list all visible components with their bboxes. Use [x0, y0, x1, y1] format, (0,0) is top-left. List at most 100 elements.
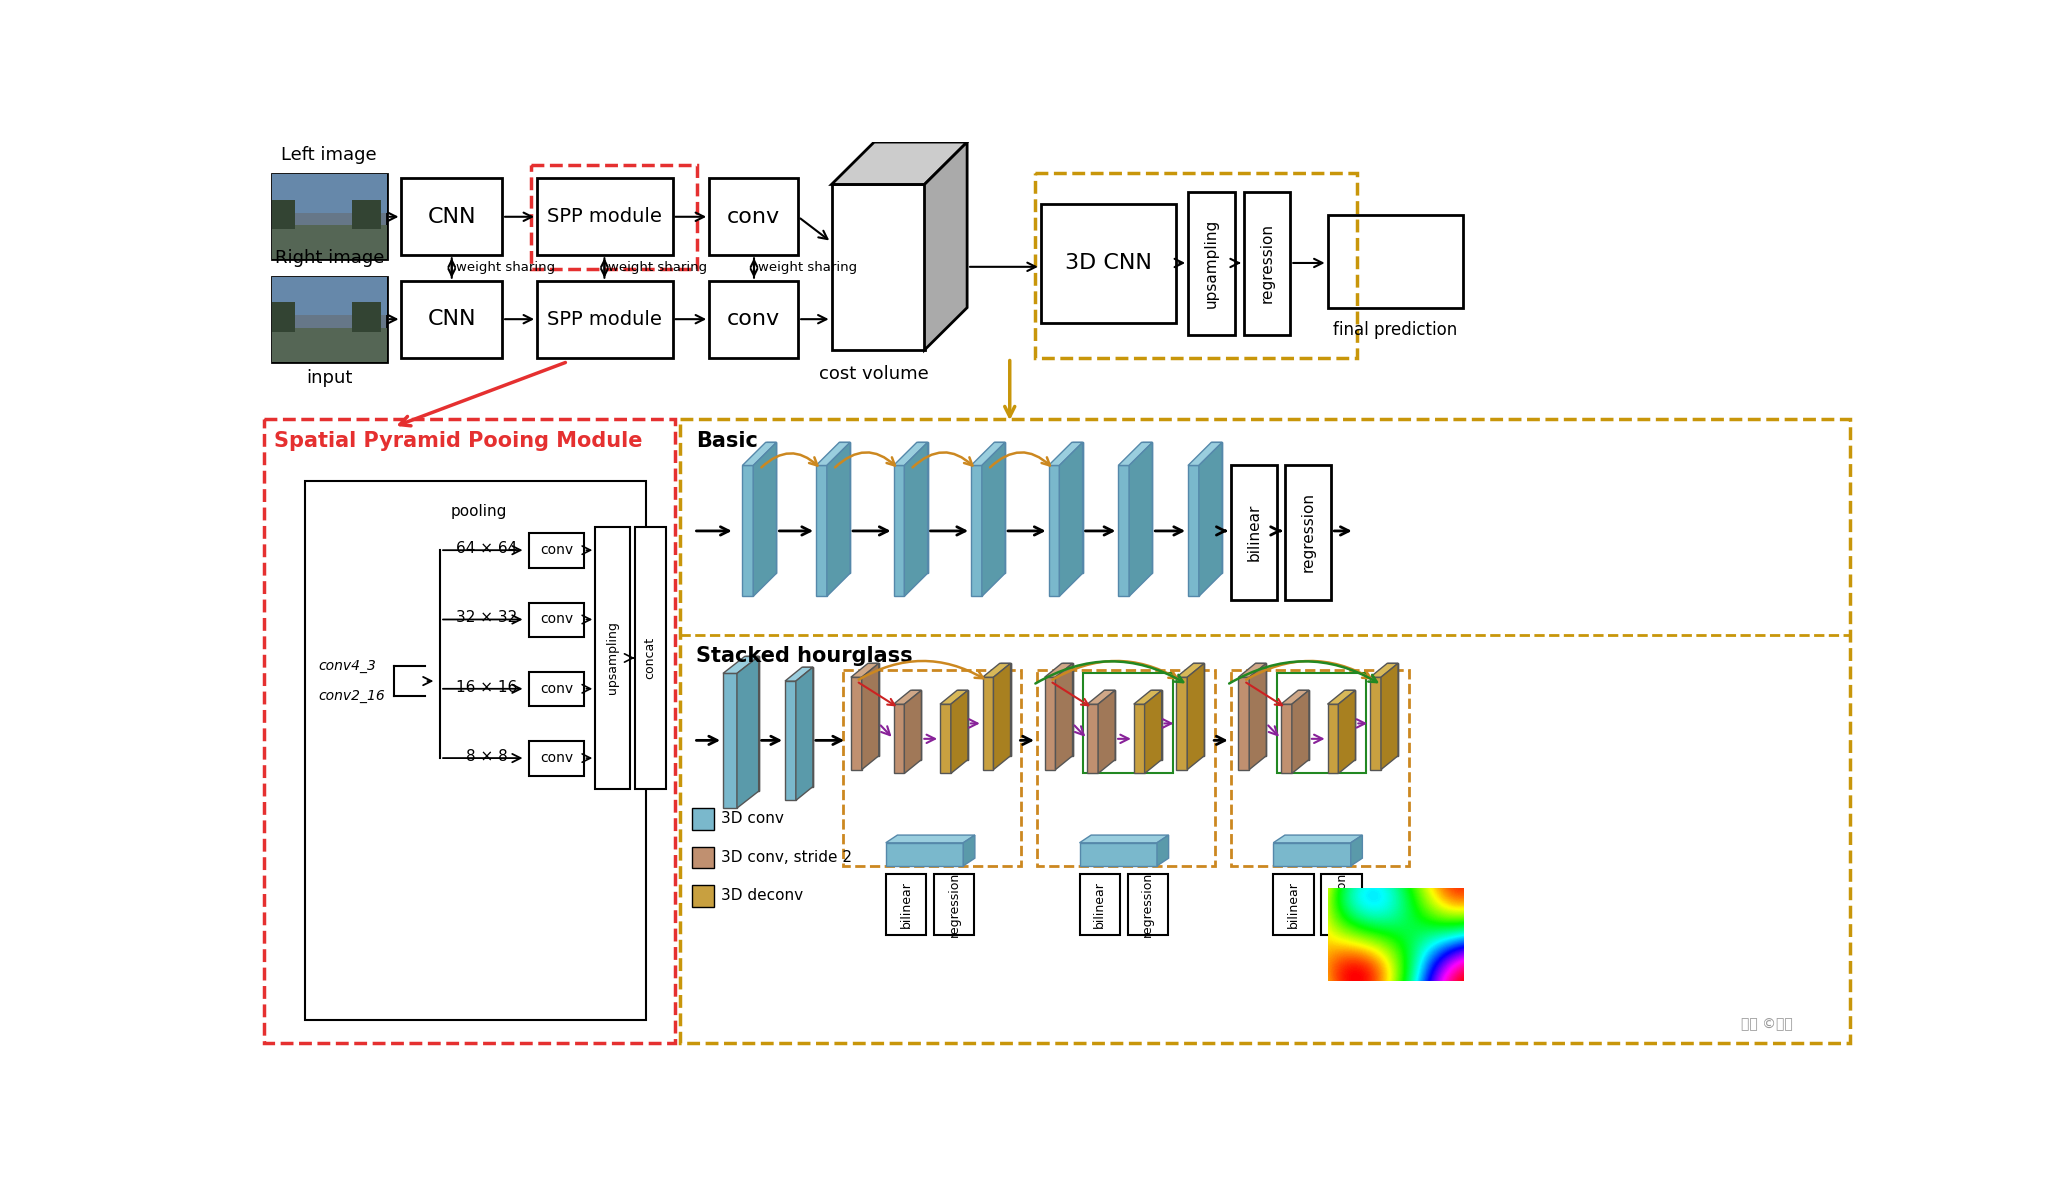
- Polygon shape: [1176, 677, 1187, 770]
- Bar: [272, 174, 386, 213]
- Text: 32 × 32: 32 × 32: [456, 611, 518, 625]
- Polygon shape: [1098, 690, 1115, 773]
- Polygon shape: [885, 843, 964, 866]
- Text: conv: conv: [727, 309, 780, 329]
- Bar: [400, 281, 502, 358]
- Polygon shape: [982, 443, 1005, 597]
- Polygon shape: [1141, 443, 1152, 573]
- Bar: [530, 166, 698, 269]
- Polygon shape: [885, 835, 974, 843]
- Text: 8 × 8: 8 × 8: [466, 749, 508, 764]
- Polygon shape: [1133, 704, 1146, 773]
- Bar: [528, 741, 584, 776]
- Polygon shape: [815, 465, 828, 597]
- Polygon shape: [1292, 690, 1309, 773]
- Polygon shape: [1158, 835, 1168, 866]
- Bar: [634, 527, 667, 789]
- Bar: [272, 328, 386, 361]
- Bar: [528, 671, 584, 707]
- Polygon shape: [958, 690, 968, 760]
- Bar: [528, 603, 584, 637]
- Bar: [272, 277, 386, 361]
- Bar: [1327, 215, 1463, 308]
- Polygon shape: [939, 704, 952, 773]
- Bar: [594, 527, 630, 789]
- Bar: [264, 419, 675, 1043]
- Text: Spatial Pyramid Pooing Module: Spatial Pyramid Pooing Module: [275, 431, 642, 451]
- Text: Basic: Basic: [696, 431, 757, 451]
- Text: Right image: Right image: [275, 249, 384, 266]
- Text: CNN: CNN: [427, 309, 477, 329]
- Bar: [537, 281, 673, 358]
- Polygon shape: [863, 663, 879, 770]
- Polygon shape: [939, 690, 968, 704]
- Polygon shape: [745, 656, 760, 791]
- Polygon shape: [916, 443, 927, 573]
- Polygon shape: [743, 443, 776, 465]
- Bar: [353, 200, 382, 230]
- Text: final prediction: final prediction: [1333, 322, 1457, 340]
- Polygon shape: [1129, 443, 1152, 597]
- Text: 64 × 64: 64 × 64: [456, 541, 518, 556]
- Text: pooling: pooling: [450, 504, 508, 519]
- Bar: [691, 847, 714, 868]
- Text: 知乎 ©悟语: 知乎 ©悟语: [1740, 1017, 1792, 1031]
- Polygon shape: [784, 668, 813, 681]
- Bar: [1273, 874, 1313, 935]
- Text: 3D conv, stride 2: 3D conv, stride 2: [722, 850, 852, 864]
- Polygon shape: [1327, 690, 1356, 704]
- Polygon shape: [832, 185, 925, 350]
- Polygon shape: [982, 677, 993, 770]
- Polygon shape: [840, 443, 850, 573]
- Polygon shape: [1055, 663, 1073, 770]
- Text: regression: regression: [1300, 493, 1315, 573]
- Polygon shape: [797, 668, 813, 800]
- Polygon shape: [1282, 704, 1292, 773]
- Polygon shape: [1344, 690, 1356, 760]
- Polygon shape: [1079, 835, 1168, 843]
- Polygon shape: [1273, 835, 1362, 843]
- Polygon shape: [1119, 465, 1129, 597]
- Polygon shape: [1049, 443, 1084, 465]
- Bar: [400, 179, 502, 256]
- Text: conv: conv: [541, 612, 574, 626]
- Text: conv: conv: [541, 682, 574, 696]
- Text: bilinear: bilinear: [1286, 881, 1300, 928]
- Bar: [272, 174, 386, 259]
- Polygon shape: [970, 465, 982, 597]
- Text: conv: conv: [541, 543, 574, 558]
- Text: weight sharing: weight sharing: [609, 262, 708, 274]
- Polygon shape: [828, 443, 850, 597]
- Text: conv: conv: [727, 207, 780, 227]
- Polygon shape: [1370, 677, 1381, 770]
- Text: regression: regression: [1141, 871, 1154, 937]
- Bar: [537, 179, 673, 256]
- Polygon shape: [1187, 663, 1203, 770]
- Polygon shape: [970, 443, 1005, 465]
- Polygon shape: [1133, 690, 1162, 704]
- Text: CNN: CNN: [427, 207, 477, 227]
- Polygon shape: [1238, 677, 1249, 770]
- Polygon shape: [1327, 704, 1337, 773]
- Polygon shape: [894, 690, 921, 704]
- Bar: [681, 419, 1849, 1043]
- Polygon shape: [1079, 843, 1158, 866]
- Bar: [1230, 669, 1410, 866]
- Text: bilinear: bilinear: [900, 881, 912, 928]
- Bar: [528, 533, 584, 568]
- Text: Stacked hourglass: Stacked hourglass: [696, 646, 912, 667]
- Polygon shape: [1193, 663, 1203, 755]
- Text: cost volume: cost volume: [819, 366, 929, 384]
- Text: regression: regression: [1335, 871, 1348, 937]
- Text: regression: regression: [947, 871, 960, 937]
- Polygon shape: [1119, 443, 1152, 465]
- Text: upsampling: upsampling: [605, 622, 619, 695]
- Polygon shape: [869, 663, 879, 755]
- Polygon shape: [993, 663, 1011, 770]
- Polygon shape: [1049, 465, 1059, 597]
- Bar: [710, 179, 799, 256]
- Text: SPP module: SPP module: [547, 207, 663, 226]
- Text: conv2_16: conv2_16: [318, 689, 386, 703]
- Polygon shape: [982, 663, 1011, 677]
- Polygon shape: [894, 465, 904, 597]
